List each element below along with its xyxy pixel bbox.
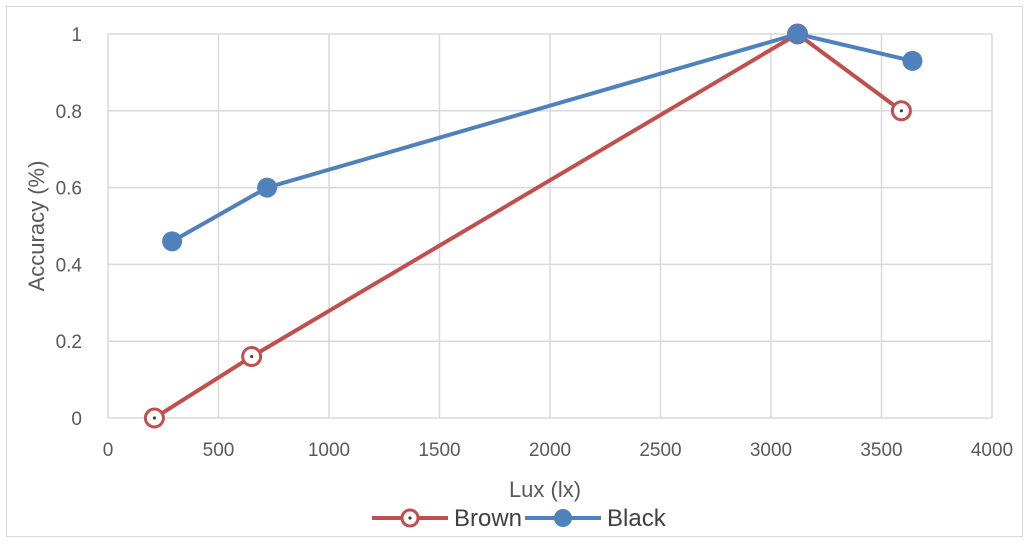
- y-tick-label-0: 0: [71, 409, 82, 430]
- x-tick-label-8: 4000: [971, 440, 1013, 461]
- y-tick-label-5: 1: [71, 25, 82, 46]
- x-tick-labels: 0 500 1000 1500 2000 2500 3000 3500 4000: [103, 440, 1013, 461]
- y-axis-title: Accuracy (%): [24, 161, 49, 292]
- black-point-1: [257, 177, 278, 198]
- x-axis-title: Lux (lx): [509, 477, 581, 502]
- y-tick-label-3: 0.6: [56, 179, 82, 200]
- brown-point-1: [241, 346, 263, 368]
- y-tick-labels: 0 0.2 0.4 0.6 0.8 1: [56, 25, 83, 430]
- x-tick-label-3: 1500: [418, 440, 460, 461]
- x-tick-label-7: 3500: [860, 440, 902, 461]
- black-point-2: [787, 24, 808, 44]
- black-point-0: [162, 231, 183, 252]
- black-point-3: [902, 50, 923, 71]
- legend-item-brown: Brown: [372, 505, 522, 532]
- series-brown: [143, 23, 912, 429]
- x-tick-label-6: 3000: [750, 440, 792, 461]
- black-line: [171, 32, 913, 244]
- grid-lines: [107, 33, 993, 419]
- y-tick-label-1: 0.2: [56, 332, 82, 353]
- brown-point-3: [890, 100, 912, 122]
- series-layer: [143, 23, 923, 429]
- y-tick-label-4: 0.8: [56, 102, 82, 123]
- series-black: [162, 24, 923, 252]
- x-tick-label-1: 500: [203, 440, 235, 461]
- y-tick-label-2: 0.4: [56, 255, 83, 276]
- brown-line: [153, 32, 903, 420]
- legend-label-black: Black: [607, 505, 667, 532]
- legend: Brown Black: [372, 505, 667, 532]
- x-tick-label-5: 2500: [639, 440, 681, 461]
- x-tick-label-0: 0: [103, 440, 114, 461]
- x-tick-label-2: 1000: [308, 440, 350, 461]
- x-tick-label-4: 2000: [529, 440, 571, 461]
- legend-marker-brown: [400, 508, 420, 528]
- legend-marker-black: [554, 509, 572, 527]
- legend-label-brown: Brown: [454, 505, 522, 532]
- legend-item-black: Black: [525, 505, 667, 532]
- chart-frame: [6, 6, 1023, 537]
- brown-point-0: [143, 407, 165, 429]
